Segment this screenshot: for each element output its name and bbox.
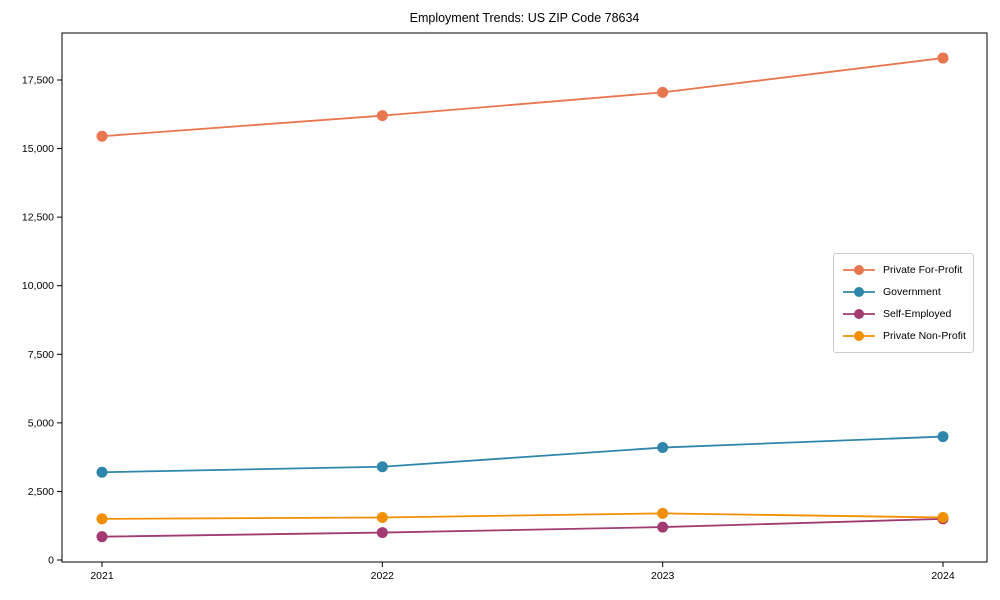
data-point-government-2023 — [657, 442, 669, 454]
data-point-private-non-profit-2023 — [657, 507, 669, 519]
data-point-private-for-profit-2022 — [376, 110, 388, 122]
series-line-private-for-profit — [101, 57, 944, 138]
x-tick-label: 2022 — [371, 570, 395, 582]
data-point-private-for-profit-2023 — [657, 86, 669, 98]
y-tick-label: 2,500 — [28, 486, 54, 498]
y-tick-label: 17,500 — [22, 75, 54, 87]
y-tick-label: 7,500 — [28, 349, 54, 361]
data-point-self-employed-2021 — [96, 531, 108, 543]
legend-label: Private Non-Profit — [883, 330, 966, 342]
data-point-government-2022 — [376, 461, 388, 473]
series-line-government — [101, 435, 944, 474]
x-tick-label: 2024 — [931, 570, 955, 582]
legend-item-private-for-profit: Private For-Profit — [834, 259, 971, 281]
legend-label: Private For-Profit — [883, 264, 963, 276]
data-point-self-employed-2022 — [376, 527, 388, 539]
y-tick-label: 12,500 — [22, 212, 54, 224]
legend-label: Self-Employed — [883, 308, 952, 320]
y-tick-label: 0 — [48, 555, 54, 567]
y-tick-label: 15,000 — [22, 143, 54, 155]
series-line-private-non-profit — [101, 512, 944, 520]
legend-item-private-non-profit: Private Non-Profit — [834, 325, 971, 347]
data-point-private-non-profit-2024 — [937, 511, 949, 523]
chart-legend: Private For-Profit Government Self-Employe… — [833, 253, 974, 353]
series-line-self-employed — [101, 517, 944, 538]
data-point-private-non-profit-2021 — [96, 513, 108, 525]
legend-marker-icon — [843, 265, 875, 275]
y-tick-label: 5,000 — [28, 417, 54, 429]
legend-marker-icon — [843, 287, 875, 297]
data-point-self-employed-2023 — [657, 521, 669, 533]
legend-marker-icon — [843, 331, 875, 341]
data-point-government-2021 — [96, 466, 108, 478]
legend-marker-icon — [843, 309, 875, 319]
axes-frame — [61, 32, 988, 563]
legend-item-self-employed: Self-Employed — [834, 303, 971, 325]
x-tick-label: 2023 — [651, 570, 675, 582]
legend-item-government: Government — [834, 281, 971, 303]
data-point-private-for-profit-2021 — [96, 130, 108, 142]
y-tick-label: 10,000 — [22, 280, 54, 292]
data-point-government-2024 — [937, 431, 949, 443]
legend-label: Government — [883, 286, 941, 298]
data-point-private-for-profit-2024 — [937, 52, 949, 64]
data-point-private-non-profit-2022 — [376, 511, 388, 523]
chart-title: Employment Trends: US ZIP Code 78634 — [409, 11, 640, 25]
x-tick-label: 2021 — [90, 570, 114, 582]
